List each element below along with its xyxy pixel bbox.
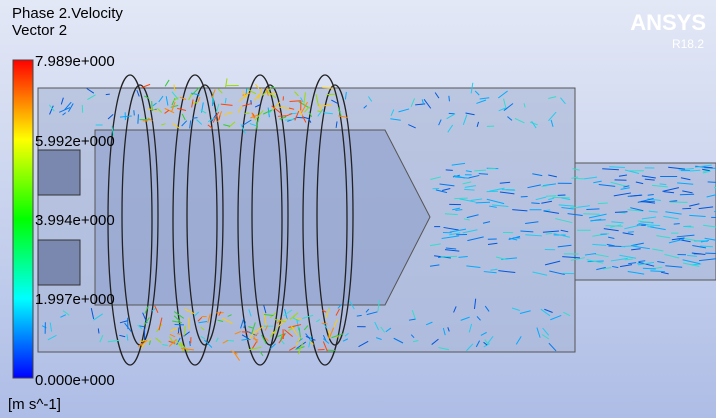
vector-arrow: [296, 117, 304, 118]
vector-arrow: [546, 233, 553, 234]
legend-label: 3.994e+000: [35, 212, 115, 229]
vector-arrow: [531, 203, 539, 204]
shaft: [95, 130, 430, 305]
legend-label: 0.000e+000: [35, 372, 115, 389]
vector-arrow: [615, 212, 628, 213]
vector-arrow: [455, 210, 462, 211]
vector-arrow: [192, 118, 197, 119]
vector-arrow: [628, 232, 634, 233]
vector-arrow: [134, 110, 135, 115]
vector-arrow: [193, 103, 198, 104]
logo-version: R18.2: [672, 37, 704, 51]
vector-arrow: [476, 202, 490, 203]
vector-arrow: [188, 318, 189, 330]
vector-arrow: [290, 101, 301, 102]
vector-arrow: [583, 214, 599, 215]
viewport: Phase 2.Velocity Vector 2 7.989e+000 5.9…: [0, 0, 716, 418]
color-legend-bar: [13, 60, 33, 378]
vector-arrow: [454, 198, 467, 199]
vector-arrow: [138, 114, 139, 123]
legend-label: 1.997e+000: [35, 291, 115, 308]
vector-arrow: [98, 328, 99, 333]
title: Phase 2.Velocity: [12, 5, 123, 22]
vector-arrow: [586, 209, 599, 210]
legend-label: 7.989e+000: [35, 53, 115, 70]
vector-arrow: [449, 96, 450, 101]
vector-arrow: [705, 253, 716, 254]
legend-label: 5.992e+000: [35, 133, 115, 150]
vector-arrow: [174, 85, 175, 91]
vector-arrow: [598, 203, 608, 204]
legend-unit: [m s^-1]: [8, 396, 61, 413]
vector-arrow: [278, 116, 286, 117]
subtitle: Vector 2: [12, 22, 67, 39]
vector-arrow: [106, 94, 110, 95]
logo-brand: ANSYS: [630, 10, 706, 35]
vector-arrow: [152, 101, 153, 111]
vector-arrow: [479, 174, 488, 175]
